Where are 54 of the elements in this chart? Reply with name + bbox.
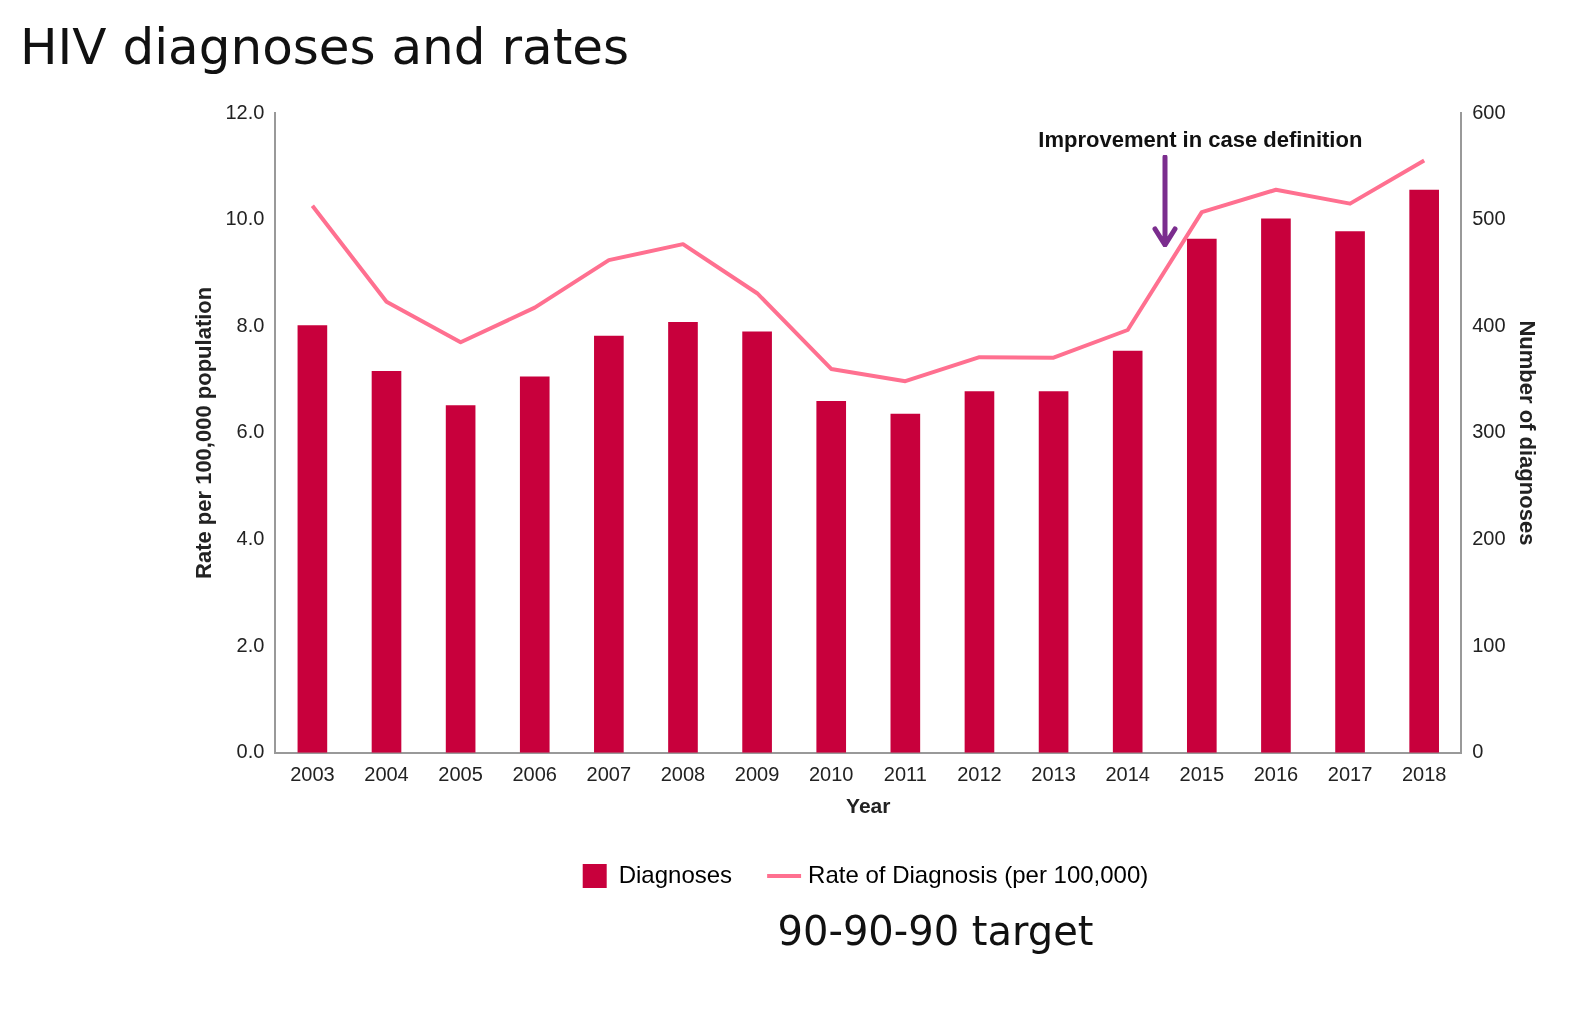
bar — [594, 335, 624, 753]
x-axis-title: Year — [846, 794, 891, 818]
y-tick-label: 4.0 — [236, 527, 265, 550]
y-tick-label: 6.0 — [236, 420, 265, 443]
y-tick-label: 8.0 — [236, 313, 265, 336]
x-tick-label: 2012 — [957, 763, 1002, 786]
x-tick-label: 2007 — [586, 763, 632, 786]
y-axis-title: Rate per 100,000 population — [191, 286, 217, 579]
x-tick-label: 2004 — [364, 763, 409, 786]
x-tick-label: 2008 — [660, 763, 706, 786]
y-tick-label: 12.0 — [225, 100, 265, 123]
y2-tick-label: 200 — [1472, 527, 1506, 550]
y2-tick-label: 500 — [1472, 207, 1506, 230]
bar — [1261, 218, 1291, 753]
annotation: Improvement in case definition — [1038, 127, 1363, 153]
y2-tick-label: 100 — [1472, 633, 1506, 656]
x-tick-label: 2018 — [1401, 763, 1447, 786]
legend-label: Rate of Diagnosis (per 100,000) — [808, 860, 1149, 888]
bar — [1186, 238, 1217, 753]
y2-tick-label: 300 — [1472, 420, 1506, 443]
y2-tick-label: 400 — [1472, 313, 1506, 336]
x-tick-label: 2009 — [734, 763, 780, 786]
bar — [519, 376, 550, 753]
bar — [297, 325, 328, 753]
x-tick-label: 2017 — [1327, 763, 1373, 786]
x-tick-label: 2015 — [1179, 763, 1225, 786]
x-tick-label: 2003 — [290, 763, 335, 786]
y2-tick-label: 600 — [1472, 100, 1506, 123]
legend-label: Diagnoses — [618, 860, 733, 888]
chart-title: HIV diagnoses and rates — [19, 17, 631, 78]
bar — [1112, 350, 1143, 753]
bar — [890, 413, 921, 753]
bar — [445, 405, 476, 753]
x-tick-label: 2016 — [1253, 763, 1299, 786]
y-tick-label: 0.0 — [236, 740, 265, 763]
bar — [371, 371, 402, 753]
bar — [742, 331, 772, 753]
x-tick-label: 2006 — [512, 763, 557, 786]
bar — [964, 391, 995, 753]
text: 90-90-90 target — [776, 908, 1095, 954]
bar — [1409, 189, 1439, 753]
x-tick-label: 2014 — [1105, 763, 1150, 786]
x-tick-label: 2010 — [808, 763, 854, 786]
x-tick-label: 2005 — [438, 763, 483, 786]
x-tick-label: 2011 — [883, 763, 927, 786]
bar — [668, 322, 698, 753]
x-tick-label: 2013 — [1031, 763, 1076, 786]
y-tick-label: 10.0 — [225, 207, 265, 230]
y2-tick-label: 0 — [1472, 740, 1484, 763]
bar — [1038, 391, 1069, 753]
bar — [1335, 231, 1365, 753]
y-tick-label: 2.0 — [236, 633, 265, 656]
y2-axis-title: Number of diagnoses — [1514, 320, 1540, 546]
bar — [816, 400, 847, 753]
